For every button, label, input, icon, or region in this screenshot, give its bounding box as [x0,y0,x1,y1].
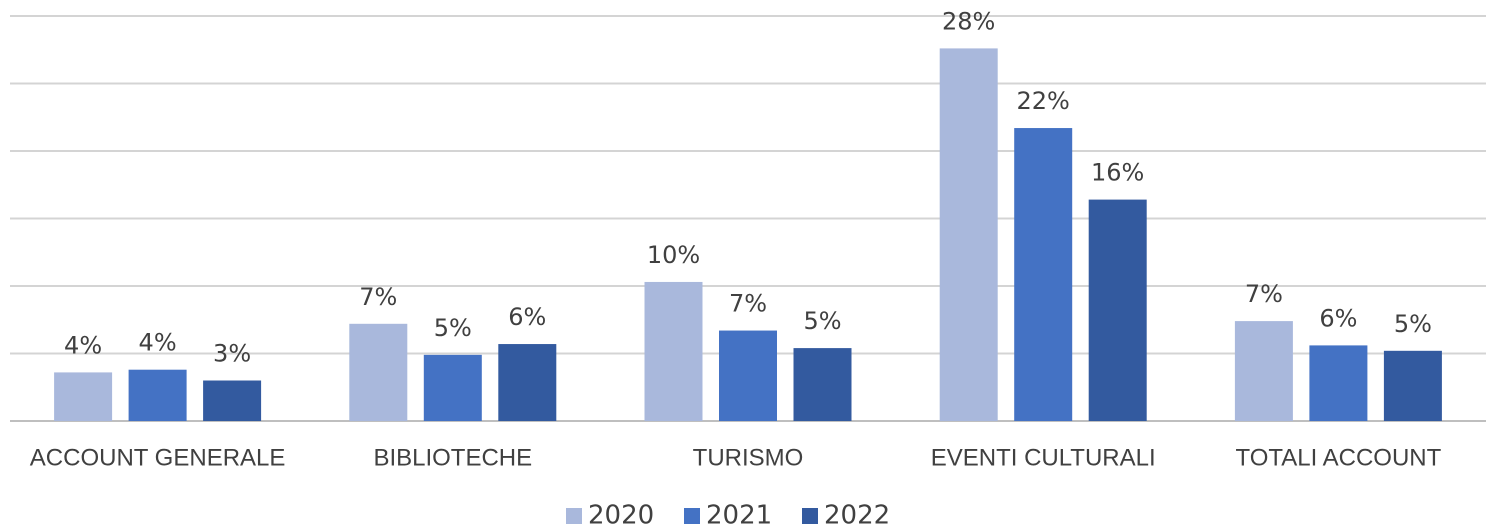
value-label: 7% [1245,280,1283,308]
value-label: 3% [213,340,251,368]
bar [1383,350,1442,421]
bar [1014,128,1073,422]
legend-label: 2022 [824,501,890,528]
bar [644,281,703,421]
x-tick-label: EVENTI CULTURALI [931,444,1156,471]
bar [128,369,187,421]
value-label: 6% [508,303,546,331]
value-label: 16% [1091,159,1144,187]
value-label: 28% [942,7,995,35]
bar [793,348,852,421]
bar [1309,345,1368,421]
value-label: 5% [434,314,472,342]
value-label: 5% [803,307,841,335]
x-tick-label: TOTALI ACCOUNT [1235,444,1441,471]
legend-label: 2020 [588,501,654,528]
bar [423,354,482,421]
legend-swatch [684,508,700,524]
bar [54,372,113,421]
value-label: 4% [64,331,102,359]
x-tick-label: TURISMO [693,444,804,471]
legend-swatch [566,508,582,524]
bar [203,380,262,421]
value-label: 22% [1017,87,1070,115]
bar [498,344,557,421]
bar [349,323,408,421]
value-label: 7% [359,283,397,311]
bar [1088,199,1147,421]
value-label: 6% [1319,304,1357,332]
legend-swatch [802,508,818,524]
value-label: 10% [647,241,700,269]
value-label: 7% [729,290,767,318]
x-tick-label: ACCOUNT GENERALE [30,444,286,471]
bar [1234,321,1293,421]
x-tick-label: BIBLIOTECHE [373,444,532,471]
value-label: 5% [1394,310,1432,338]
bar [719,330,777,421]
bar [939,48,998,422]
legend-label: 2021 [706,501,772,528]
value-label: 4% [139,329,177,357]
